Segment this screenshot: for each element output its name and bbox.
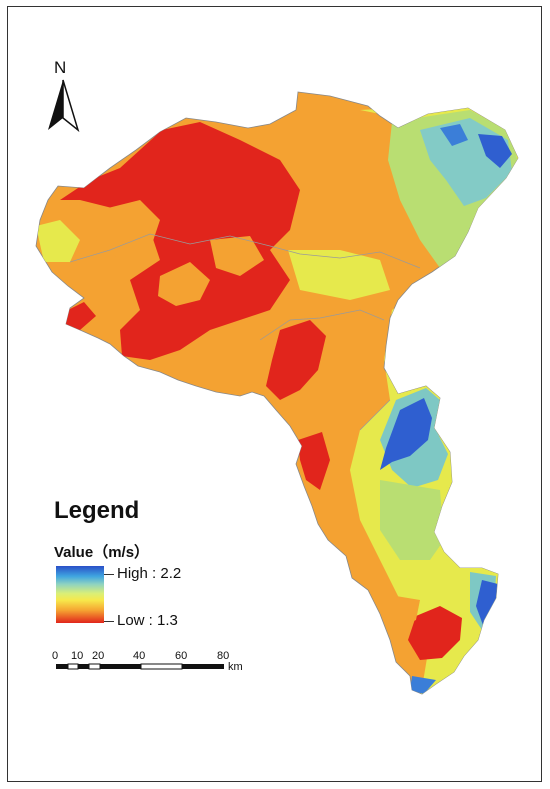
boundary-line-3 (359, 399, 391, 431)
scale-tick-label: 80 (217, 650, 230, 662)
zone-blue-southeast (476, 580, 498, 628)
scale-tick-label: 60 (175, 650, 188, 662)
north-arrow-icon (48, 79, 80, 133)
legend-value-label: Value（m/s） (54, 544, 150, 561)
zone-blue-south-tip (410, 676, 436, 694)
zone-red-west (60, 122, 300, 360)
legend-high-label: High : 2.2 (117, 565, 182, 582)
zone-yellow-west (36, 220, 80, 262)
zone-orange-south (390, 596, 420, 628)
legend-low-label: Low : 1.3 (117, 612, 178, 629)
zone-red-south (408, 606, 462, 660)
zone-blue-east-mid (380, 398, 432, 470)
scale-bar (56, 663, 224, 670)
scale-tick-label: 40 (133, 650, 146, 662)
zone-orange-inner-west-3 (210, 236, 264, 276)
scale-tick-label: 20 (92, 650, 105, 662)
zone-yellow-central (288, 250, 390, 300)
zone-blue-northeast-2 (440, 124, 468, 146)
legend-high-tick (104, 574, 114, 575)
scale-tick-label: 10 (71, 650, 84, 662)
scale-unit: km (228, 661, 243, 673)
boundary-line-2 (259, 309, 385, 341)
zone-green-south (380, 480, 444, 560)
legend-low-tick (104, 621, 114, 622)
zone-red-central-2 (298, 432, 330, 490)
zone-orange-inner-west (96, 200, 160, 260)
boundary-line-1 (69, 233, 421, 269)
zone-red-central (266, 320, 326, 400)
legend-title: Legend (54, 497, 140, 524)
north-label: N (54, 58, 67, 77)
zone-orange-inner-west-2 (158, 262, 210, 306)
scale-tick-label: 0 (52, 650, 59, 662)
zone-red-small-west (64, 302, 96, 330)
legend-color-ramp (56, 566, 104, 623)
zone-blue-northeast (478, 134, 512, 168)
